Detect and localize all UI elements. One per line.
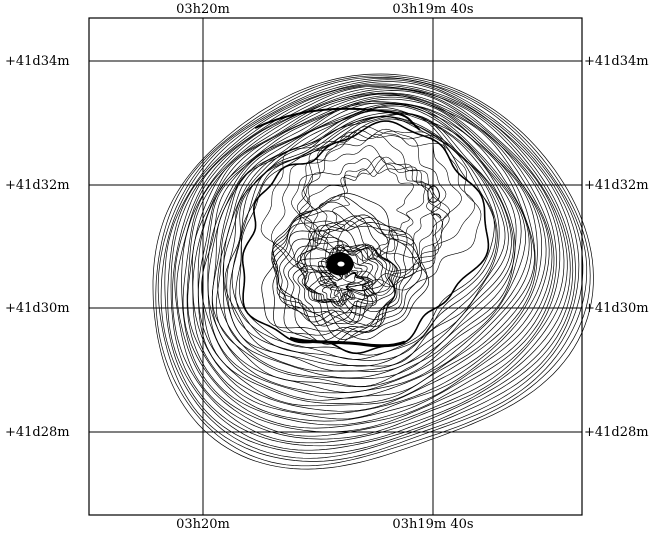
dec-label-left-3: +41d30m [5,301,70,316]
plot-frame [88,17,583,516]
dec-label-right-4: +41d28m [584,425,649,440]
core-contour [305,244,377,308]
ra-label-top-1: 03h20m [176,2,230,17]
plateau-contour [288,130,462,296]
contour-line [197,96,543,412]
small-feature [427,185,442,219]
contour-line [182,90,557,429]
ra-label-bottom-1: 03h20m [176,517,230,532]
core-contour [278,214,399,333]
contour-line [181,88,561,433]
dec-label-right-3: +41d30m [584,301,649,316]
contour-line [226,113,509,372]
contour-line [224,113,506,367]
plateau-contour [300,145,450,272]
core-contour [283,215,397,327]
contour-line [176,87,565,437]
contour-line [211,104,526,393]
contour-line [198,98,538,407]
dec-label-right-2: +41d32m [584,178,649,193]
plateau-contour [332,156,414,257]
core-contour [261,192,430,340]
contour-line [187,93,553,422]
contour-line [167,81,576,451]
core-contour [287,220,396,323]
contour-line [172,84,571,444]
contour-line [155,75,591,467]
contour-line [160,77,584,459]
dec-label-left-1: +41d34m [5,54,70,69]
contour-line [192,95,547,415]
contour-line [174,85,568,440]
core-contour [301,244,374,316]
contour-line [186,92,555,426]
dec-label-left-4: +41d28m [5,425,70,440]
inner-contour-detail [241,107,490,355]
plateau-edge-contour [241,120,490,355]
plateau-contour [318,156,427,260]
plateau-contour [299,134,444,288]
ra-label-top-2: 03h19m 40s [392,2,473,17]
core-contour [317,265,371,305]
contour-line [222,112,512,372]
dense-ridge [289,336,406,348]
core-contour [275,217,402,340]
contour-line [152,73,594,470]
contour-line [170,83,574,447]
core-contour [272,220,408,345]
contour-lines [152,73,594,470]
contour-line [191,93,550,420]
core-contour [320,271,365,301]
core-center [336,260,346,268]
contour-line [164,79,580,455]
contour-line [207,103,530,394]
plateau-contour [296,128,447,296]
upper-ridge [254,107,421,131]
dec-label-right-1: +41d34m [584,54,649,69]
plateau-contour [271,129,476,291]
core-contour [318,272,356,300]
dec-label-left-2: +41d32m [5,178,70,193]
contour-line [217,109,516,379]
contour-line [207,102,532,399]
coordinate-grid [89,18,582,515]
contour-line [157,76,588,462]
ra-label-bottom-2: 03h19m 40s [392,517,473,532]
contour-line [211,105,522,388]
plateau-contour [260,126,482,291]
plateau-contour [301,158,450,261]
core-contour [308,248,378,305]
contour-line [238,118,495,356]
core-contour [300,237,391,325]
